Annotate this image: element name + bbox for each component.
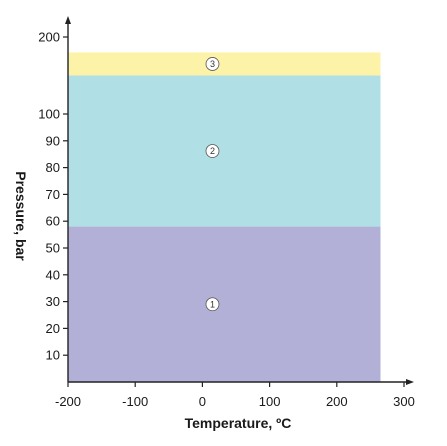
x-axis-title: Temperature, ºC xyxy=(185,415,292,431)
zone-2-label: 2 xyxy=(210,146,215,156)
zone-3-label: 3 xyxy=(210,59,215,69)
y-axis-title: Pressure, bar xyxy=(13,171,29,261)
axes-layer xyxy=(65,16,414,385)
y-tick-label: 70 xyxy=(46,187,60,202)
y-tick-label: 10 xyxy=(46,348,60,363)
y-tick-label: 60 xyxy=(46,214,60,229)
y-tick-label: 50 xyxy=(46,241,60,256)
zone-1-marker-icon xyxy=(205,297,220,312)
zones-layer xyxy=(68,52,381,382)
y-tick-label: 90 xyxy=(46,133,60,148)
y-tick-label: 30 xyxy=(46,294,60,309)
y-tick-label: 200 xyxy=(38,30,60,45)
x-axis-arrow-icon xyxy=(406,379,414,385)
x-tick-label: 200 xyxy=(326,394,348,409)
x-tick-label: -100 xyxy=(122,394,148,409)
x-tick-label: -200 xyxy=(55,394,81,409)
zone-3-marker-icon xyxy=(205,57,220,71)
ticks-layer: -200 -100 0 100 200 300 10 20 30 40 50 60 70 80 90 100 2… xyxy=(38,30,415,410)
y-axis-arrow-icon xyxy=(65,16,71,24)
zone-3-area xyxy=(68,52,381,76)
zone-1-area xyxy=(68,226,381,382)
x-tick-label: 100 xyxy=(259,394,281,409)
y-tick-label: 40 xyxy=(46,267,60,282)
zone-2-area xyxy=(68,75,381,227)
y-tick-label: 80 xyxy=(46,160,60,175)
x-tick-label: 0 xyxy=(199,394,206,409)
zone-1-label: 1 xyxy=(210,299,215,309)
x-tick-label: 300 xyxy=(393,394,415,409)
zone-2-marker-icon xyxy=(205,144,220,158)
y-tick-label: 20 xyxy=(46,321,60,336)
y-tick-label: 100 xyxy=(38,107,60,122)
labels-layer: 1 2 3 xyxy=(205,57,220,312)
